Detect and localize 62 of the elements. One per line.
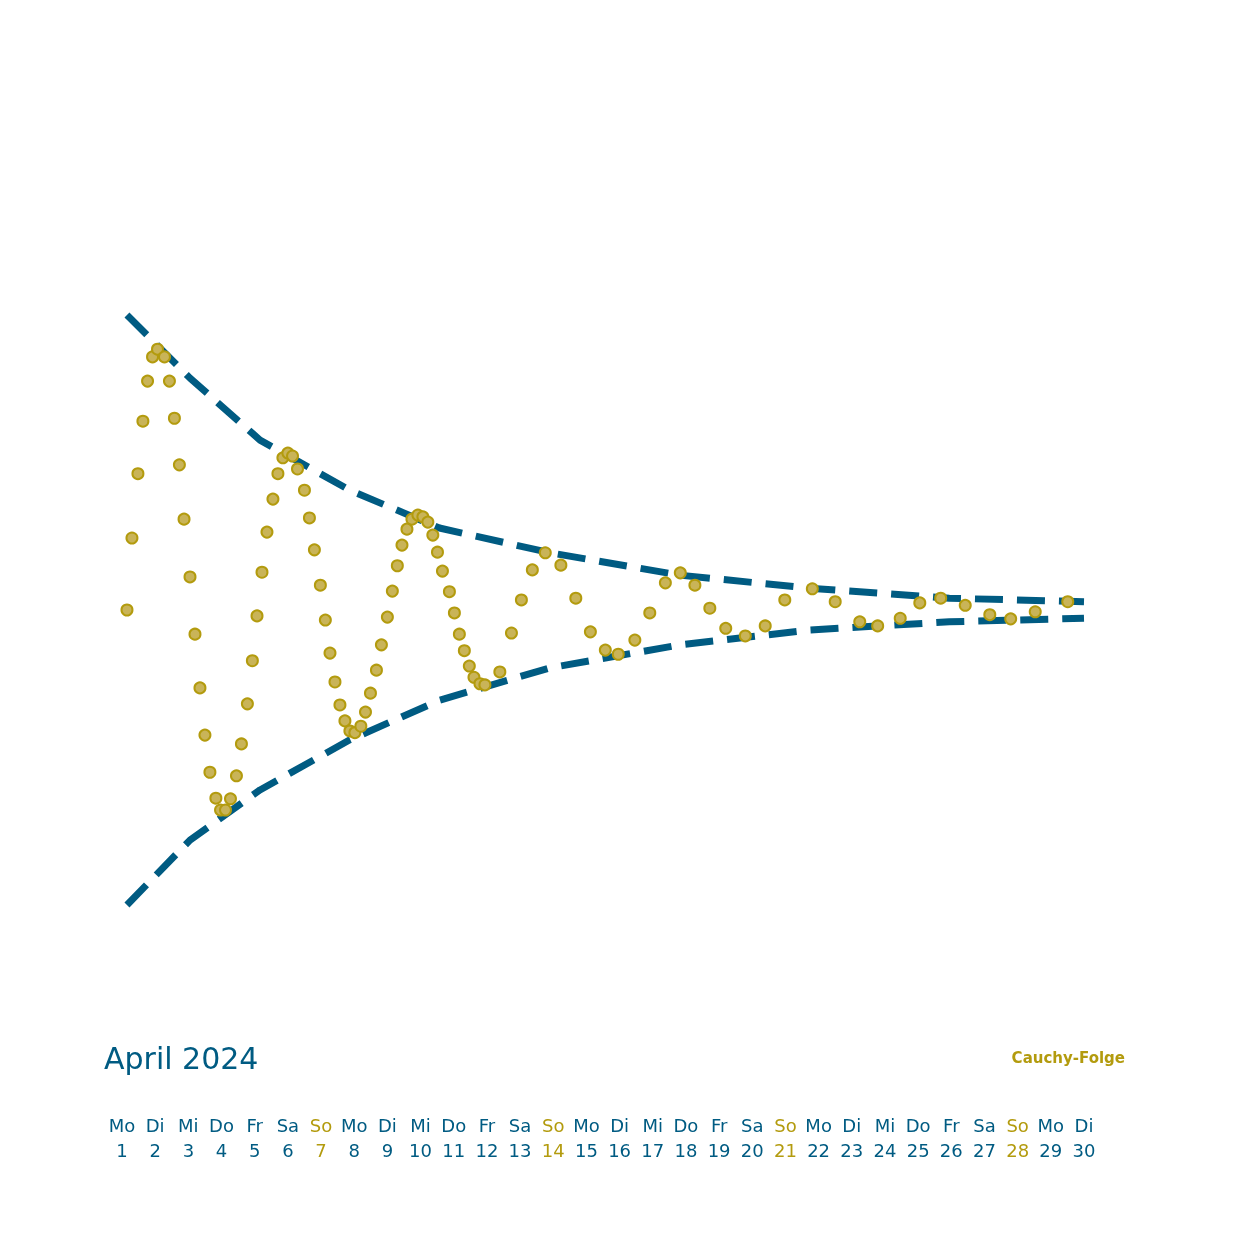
x-tick-label: 23 [840,1139,864,1161]
text: Fr [478,1114,496,1136]
text: So [309,1114,333,1136]
text: Mo [805,1114,832,1136]
text: Do [905,1114,931,1136]
text: Sa [741,1114,764,1136]
x-tick-label: 17 [641,1139,665,1161]
text: Di [377,1114,397,1136]
x-tick-label: 10 [409,1139,432,1161]
text: Do [673,1114,699,1136]
x-tick-label: 24 [873,1139,897,1161]
x-tick-label: 8 [348,1139,360,1161]
x-tick-label: 28 [1006,1139,1030,1161]
x-tick-label: 21 [774,1139,797,1161]
text: Mi [178,1114,199,1136]
x-tick-label: 12 [475,1139,499,1161]
text: So [542,1114,565,1136]
x-tick-label: 27 [973,1139,996,1161]
x-tick-label: 7 [315,1139,327,1161]
text: Mo [1037,1114,1065,1136]
text: Mi [642,1114,664,1136]
text: Do [441,1114,467,1136]
x-tick-label: 30 [1072,1139,1096,1161]
text: Sa [276,1114,300,1136]
x-tick-label: 25 [906,1139,930,1161]
x-tick-label: 11 [442,1139,466,1161]
x-tick-label: 2 [149,1139,161,1161]
x-tick-label: 22 [807,1139,831,1161]
x-tick-label: 15 [574,1139,598,1161]
x-tick-label: 20 [740,1139,764,1161]
text: Di [842,1114,862,1136]
x-tick-label: 5 [248,1139,261,1161]
x-tick-label: 29 [1039,1139,1063,1161]
x-tick-label: 1 [116,1139,128,1161]
text: Fr [943,1114,961,1136]
text: Di [145,1114,165,1136]
text: So [1006,1114,1029,1136]
x-tick-label: 3 [182,1139,195,1161]
x-tick-label: 6 [282,1139,294,1161]
text: Cauchy-Folge [1011,1048,1126,1067]
x-tick-label: 9 [381,1139,394,1161]
x-tick-label: 26 [939,1139,963,1161]
text: Mi [410,1114,431,1136]
text: Fr [246,1114,264,1136]
text: Mo [340,1114,368,1136]
x-tick-label: 4 [215,1139,228,1161]
x-tick-label: 18 [674,1139,698,1161]
x-tick-label: 16 [608,1139,632,1161]
text: April 2024 [104,1040,259,1076]
text: Do [209,1114,234,1136]
text: Mo [108,1114,136,1136]
x-tick-label: 14 [541,1139,565,1161]
x-tick-label: 13 [508,1139,532,1161]
text: Di [1074,1114,1094,1136]
x-tick-label: 19 [707,1139,731,1161]
text: Mi [874,1114,896,1136]
text: Sa [508,1114,532,1136]
text: So [774,1114,797,1136]
text: Di [610,1114,630,1136]
text: Mo [573,1114,600,1136]
text: Fr [710,1114,728,1136]
text: Sa [973,1114,996,1136]
